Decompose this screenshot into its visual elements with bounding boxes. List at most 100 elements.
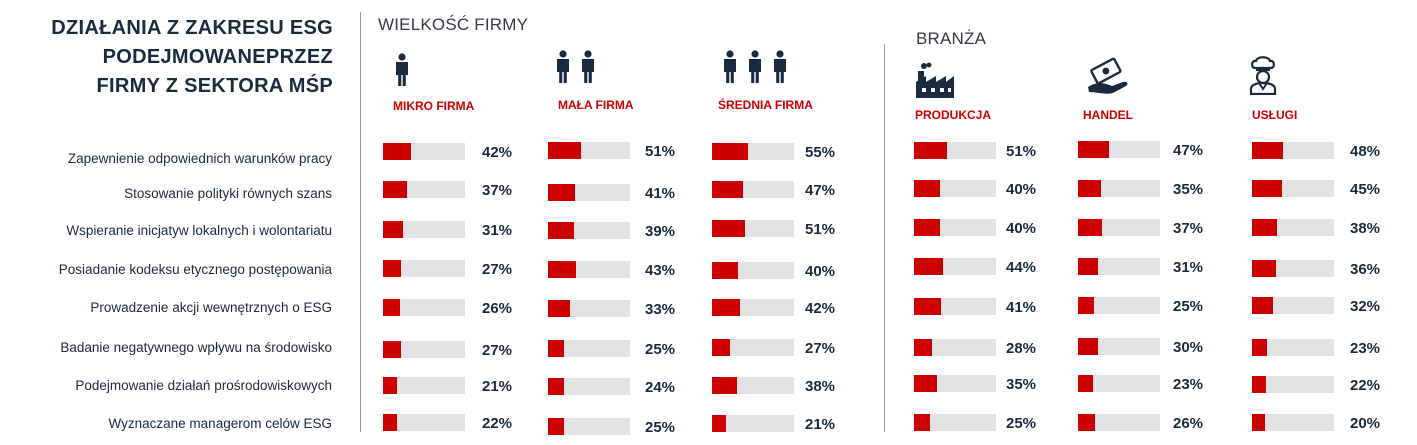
bar xyxy=(1078,338,1098,355)
bar xyxy=(1078,414,1095,431)
title-line-2: PODEJMOWANEPRZEZ xyxy=(102,46,333,68)
bar-track xyxy=(914,142,996,159)
data-label: 44% xyxy=(1006,259,1037,276)
data-label: 26% xyxy=(482,300,513,317)
bar-track xyxy=(548,142,630,159)
bar xyxy=(712,181,743,198)
data-label: 51% xyxy=(645,143,676,160)
bar-track xyxy=(712,299,794,316)
bar xyxy=(712,262,738,279)
bar-track xyxy=(712,262,794,279)
bar xyxy=(712,415,726,432)
bar-track xyxy=(1078,297,1160,314)
bar xyxy=(1252,297,1273,314)
bar xyxy=(383,260,401,277)
bar xyxy=(914,258,943,275)
bar-track xyxy=(712,377,794,394)
column-header: MAŁA FIRMA xyxy=(558,98,634,112)
bar-track xyxy=(548,340,630,357)
data-label: 21% xyxy=(482,378,513,395)
person-icon xyxy=(392,53,412,92)
bar xyxy=(712,339,730,356)
divider-middle xyxy=(884,44,885,432)
column-header: HANDEL xyxy=(1083,108,1133,122)
bar-track xyxy=(548,261,630,278)
data-label: 31% xyxy=(482,222,513,239)
data-label: 30% xyxy=(1173,339,1204,356)
title-line-3: FIRMY Z SEKTORA MŚP xyxy=(96,75,333,97)
bar xyxy=(1078,375,1093,392)
bar xyxy=(914,414,930,431)
section-title-industry: BRANŻA xyxy=(916,29,987,48)
row-label: Podejmowanie działań prośrodowiskowych xyxy=(75,378,332,393)
row-label: Zapewnienie odpowiednich warunków pracy xyxy=(67,151,332,166)
bar xyxy=(383,299,400,316)
data-label: 37% xyxy=(482,182,513,199)
bar xyxy=(548,142,581,159)
bar xyxy=(712,377,737,394)
bar-track xyxy=(712,181,794,198)
bar xyxy=(712,143,748,160)
data-label: 51% xyxy=(1006,143,1037,160)
bar-track xyxy=(1252,260,1334,277)
bar xyxy=(1252,180,1282,197)
bar-track xyxy=(712,143,794,160)
data-label: 47% xyxy=(805,182,836,199)
data-label: 26% xyxy=(1173,415,1204,432)
bar-track xyxy=(1252,414,1334,431)
bar xyxy=(1252,376,1266,393)
data-label: 37% xyxy=(1173,220,1204,237)
data-label: 47% xyxy=(1173,142,1204,159)
row-label: Prowadzenie akcji wewnętrznych o ESG xyxy=(90,300,332,315)
bar xyxy=(1252,142,1283,159)
three-people-icon xyxy=(720,50,794,89)
bar-track xyxy=(1252,339,1334,356)
data-label: 42% xyxy=(805,300,836,317)
data-label: 41% xyxy=(1006,299,1037,316)
data-label: 25% xyxy=(1006,415,1037,432)
column-header: MIKRO FIRMA xyxy=(393,99,475,113)
data-label: 35% xyxy=(1006,376,1037,393)
bar-track xyxy=(383,414,465,431)
bar-track xyxy=(383,299,465,316)
data-label: 45% xyxy=(1350,181,1381,198)
bar-track xyxy=(1078,141,1160,158)
bar xyxy=(548,261,576,278)
row-label: Stosowanie polityki równych szans xyxy=(124,186,332,201)
bar-track xyxy=(548,378,630,395)
bar-track xyxy=(712,415,794,432)
data-label: 51% xyxy=(805,221,836,238)
bar xyxy=(383,181,407,198)
data-label: 40% xyxy=(805,263,836,280)
data-label: 22% xyxy=(1350,377,1381,394)
bar-track xyxy=(712,220,794,237)
data-label: 48% xyxy=(1350,143,1381,160)
bar-track xyxy=(383,143,465,160)
bar xyxy=(383,414,397,431)
title-line-1: DZIAŁANIA Z ZAKRESU ESG xyxy=(51,17,333,39)
data-label: 35% xyxy=(1173,181,1204,198)
bar-track xyxy=(1078,375,1160,392)
bar xyxy=(914,180,940,197)
bar-track xyxy=(383,341,465,358)
bar-track xyxy=(1252,219,1334,236)
data-label: 55% xyxy=(805,144,836,161)
bar-track xyxy=(914,219,996,236)
bar-track xyxy=(548,184,630,201)
bar-track xyxy=(914,298,996,315)
data-label: 33% xyxy=(645,301,676,318)
data-label: 38% xyxy=(805,378,836,395)
data-label: 40% xyxy=(1006,220,1037,237)
bar xyxy=(914,219,940,236)
data-label: 24% xyxy=(645,379,676,396)
column-header: ŚREDNIA FIRMA xyxy=(718,98,813,112)
bar-track xyxy=(1078,414,1160,431)
column-header: USŁUGI xyxy=(1252,108,1298,122)
bar-track xyxy=(383,260,465,277)
row-label: Posiadanie kodeksu etycznego postępowani… xyxy=(58,262,332,277)
bar xyxy=(548,378,564,395)
data-label: 28% xyxy=(1006,340,1037,357)
data-label: 27% xyxy=(482,342,513,359)
data-label: 25% xyxy=(1173,298,1204,315)
data-label: 20% xyxy=(1350,415,1381,432)
